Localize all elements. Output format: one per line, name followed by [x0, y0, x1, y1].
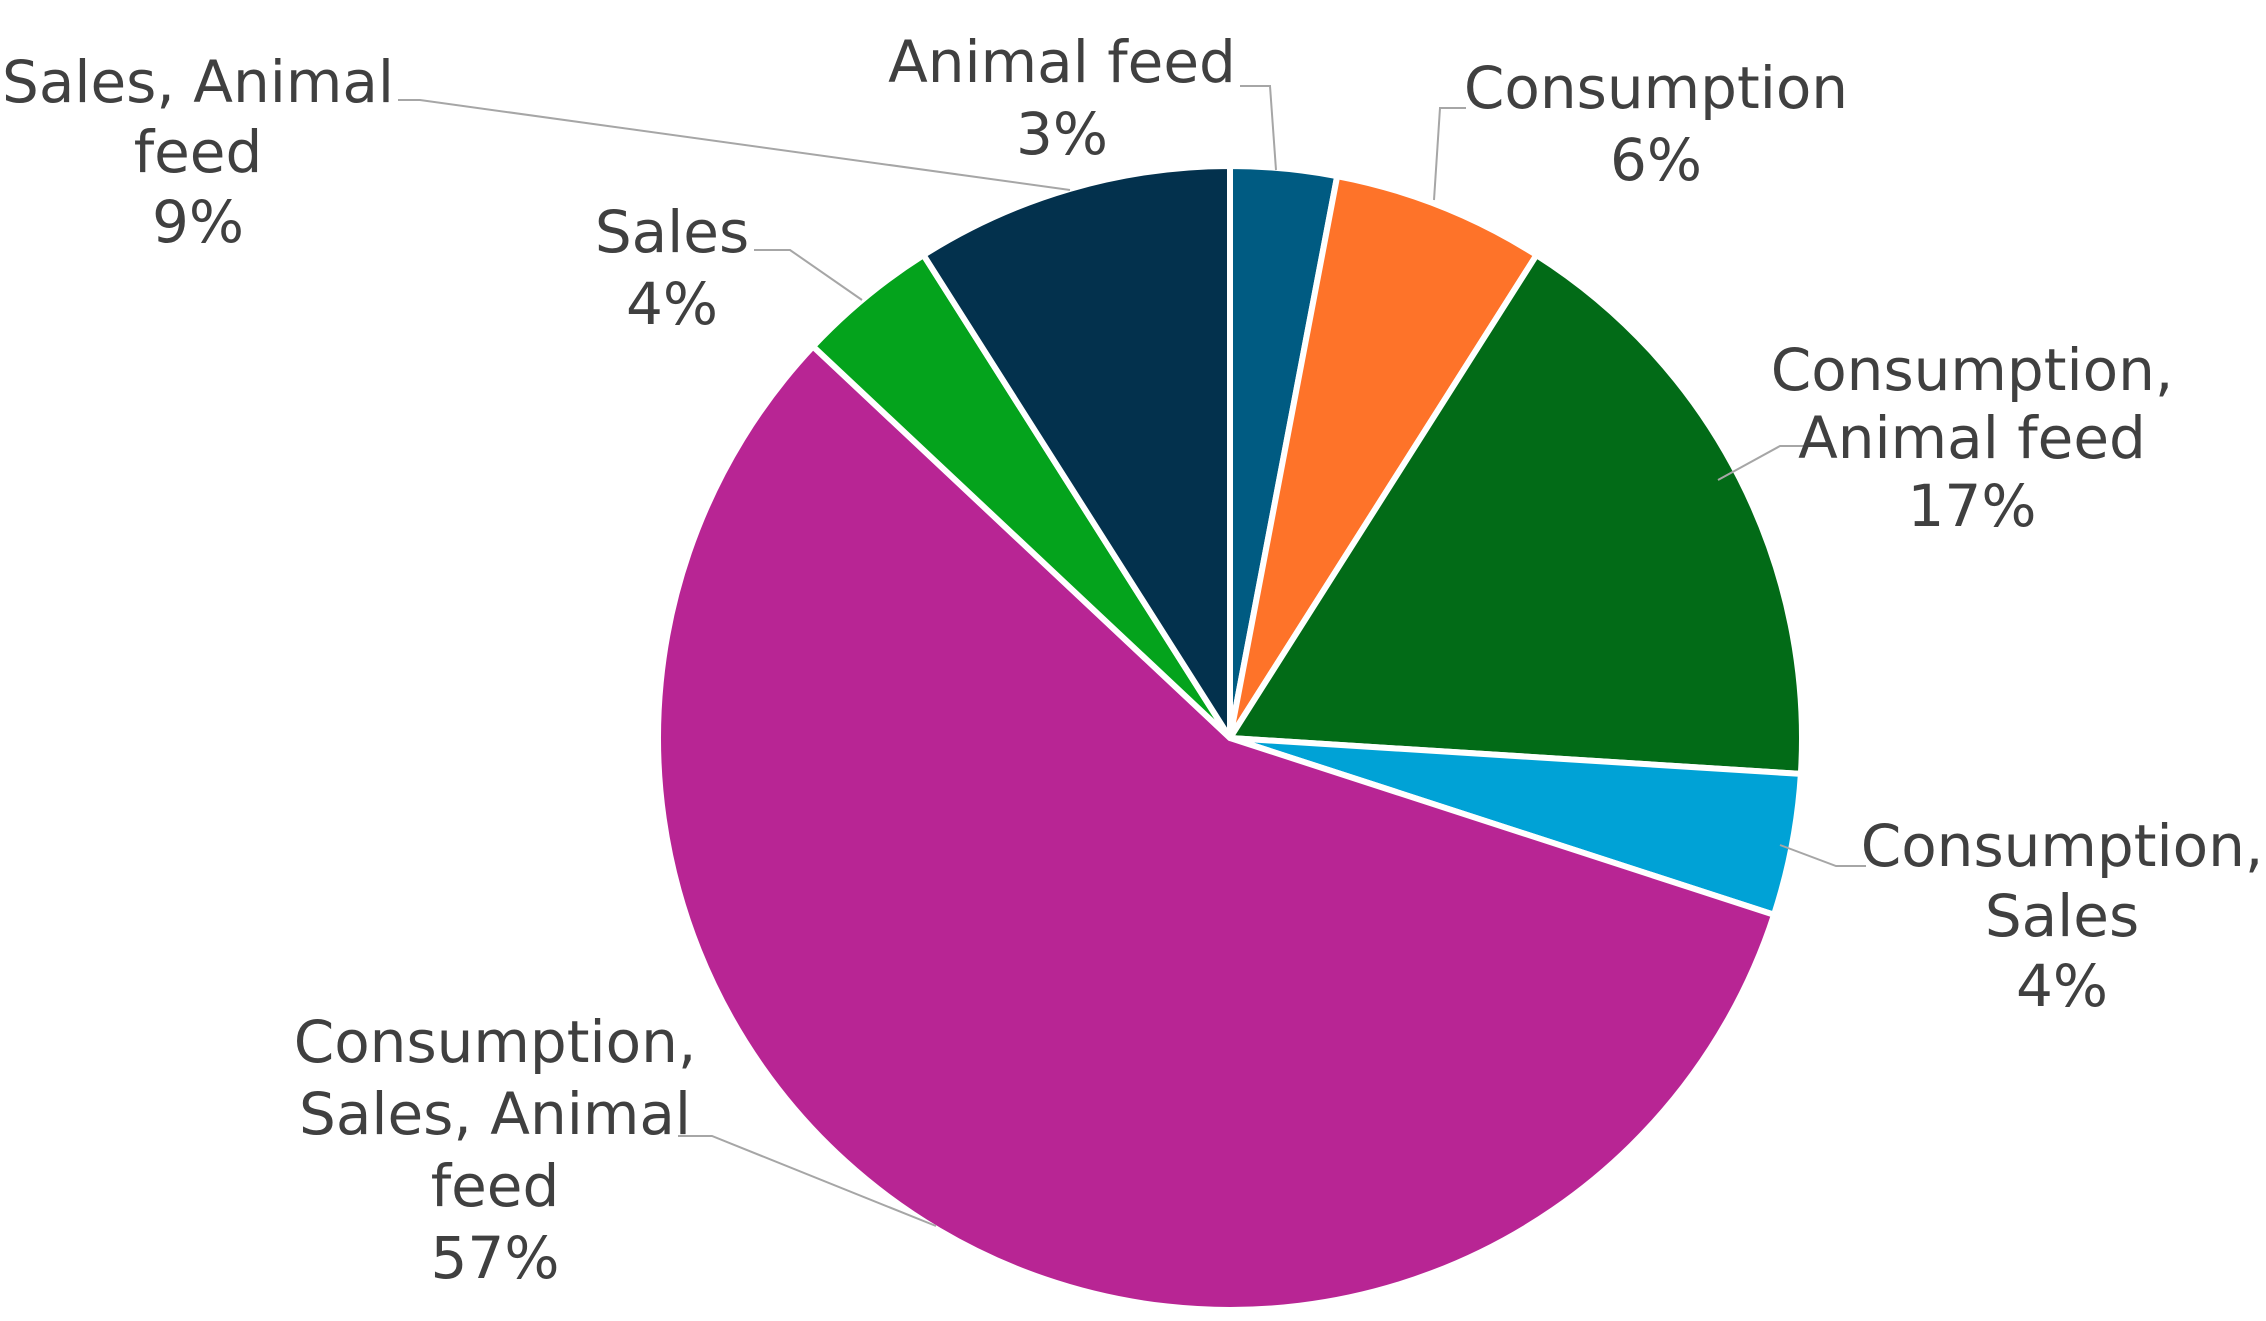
slice-category-label: Animal feed [888, 28, 1236, 96]
slice-category-label: Sales, Animal [299, 1080, 691, 1148]
slice-value-label: 3% [1016, 100, 1108, 168]
slice-labels: Animal feed 3%Consumption 6%Consumption, An… [2, 28, 2263, 1292]
slice-label: Animal feed 3% [888, 28, 1236, 168]
pie-slices [655, 163, 1805, 1313]
slice-value-label: 6% [1610, 126, 1702, 194]
pie-slice [1227, 252, 1805, 777]
slice-category-label: Consumption, [1861, 812, 2264, 880]
slice-value-label: 4% [2016, 952, 2108, 1020]
slice-value-label: 4% [626, 270, 718, 338]
slice-category-label: Sales [595, 198, 749, 266]
pie-slice [920, 163, 1233, 741]
slice-category-label: Consumption, [294, 1008, 697, 1076]
slice-category-label: feed [431, 1152, 560, 1220]
slice-value-label: 9% [152, 188, 244, 256]
leader-line [398, 99, 1071, 191]
slice-category-label: Sales, Animal [2, 48, 394, 116]
slice-category-label: feed [134, 118, 263, 186]
leader-line [1779, 844, 1866, 867]
slice-label: Consumption, Animal feed 17% [1771, 336, 2174, 540]
slice-value-label: 17% [1908, 472, 2037, 540]
slice-category-label: Consumption, [1771, 336, 2174, 404]
pie-slice [1227, 173, 1540, 741]
pie-slice [655, 343, 1777, 1313]
leader-line [1240, 85, 1277, 171]
slice-label: Consumption, Sales, Animal feed 57% [294, 1008, 697, 1292]
slice-label: Sales 4% [595, 198, 749, 338]
leader-line [1433, 107, 1466, 201]
slice-category-label: Animal feed [1798, 404, 2146, 472]
slice-value-label: 57% [431, 1224, 560, 1292]
leader-lines [398, 85, 1866, 1227]
slice-label: Sales, Animal feed 9% [2, 48, 394, 256]
leader-line [754, 249, 863, 301]
leader-line [678, 1135, 937, 1227]
slice-label: Consumption, Sales 4% [1861, 812, 2264, 1020]
leader-line [1717, 445, 1808, 481]
slice-label: Consumption 6% [1464, 54, 1848, 194]
slice-category-label: Sales [1985, 882, 2139, 950]
slice-category-label: Consumption [1464, 54, 1848, 122]
